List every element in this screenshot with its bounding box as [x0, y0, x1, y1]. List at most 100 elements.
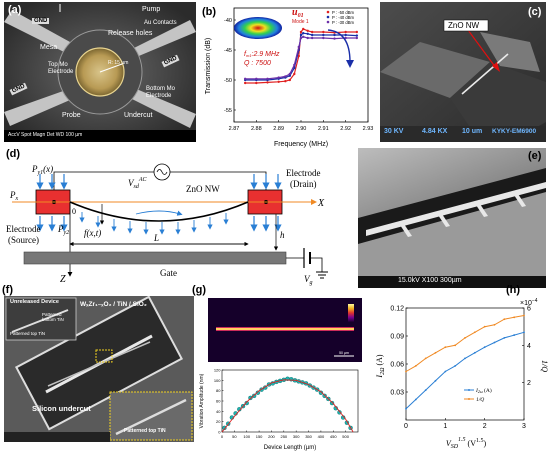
annotation-pump: Pump	[142, 6, 161, 13]
data-point	[293, 72, 296, 76]
x-tick-label: 0	[404, 423, 408, 430]
y-tick-label: 80	[216, 388, 221, 393]
data-point	[284, 75, 287, 78]
label-drain: (Drain)	[290, 179, 317, 189]
chart-b: 2.87 2.88 2.89 2.90 2.91 2.92 2.93 -40 -45 -50 -55…	[205, 7, 373, 148]
y-axis-label-right: 1/Q	[540, 360, 548, 372]
annotation-bottom-electrode: Bottom Mo Electrode	[146, 86, 176, 99]
inset-unreleased	[5, 297, 77, 341]
panel-d: Py1(x) VsdAC ZnO NW Electrode (Drain) Px…	[4, 148, 344, 288]
mode-shape-icon	[234, 17, 282, 39]
label-py1: Py1(x)	[31, 164, 53, 176]
label-py2: Py2	[57, 224, 69, 236]
data-point	[293, 63, 296, 67]
x-axis-label: VSD1.5 (V1.5)	[446, 437, 487, 450]
label-vg: Vg	[304, 274, 313, 286]
nanowire-curve	[69, 201, 249, 222]
sem-footer: AccV Spot Magn Det WD 100 µm	[8, 132, 83, 138]
data-point	[302, 32, 305, 35]
data-point	[289, 377, 294, 382]
data-point	[355, 34, 359, 37]
released-beam	[366, 182, 546, 236]
panel-label-e: (e)	[528, 150, 542, 162]
data-point	[473, 331, 476, 334]
data-point	[297, 54, 300, 58]
x-tick-label: 150	[256, 434, 263, 439]
svg-text:P : -50 dBm: P : -50 dBm	[332, 10, 355, 15]
data-point	[483, 346, 486, 349]
data-point	[302, 27, 305, 31]
label-electrode-drain: Electrode	[286, 168, 320, 178]
electrode-strip	[130, 20, 196, 58]
panel-label-a: (a)	[8, 4, 22, 16]
panel-label-f: (f)	[2, 284, 13, 296]
annotation-radius: R: 15 µm	[108, 60, 129, 66]
pad-structure	[380, 42, 490, 98]
data-point	[266, 77, 269, 81]
annotation-zno-nw: ZnO NW	[448, 21, 480, 30]
data-point	[255, 390, 261, 395]
panel-b: 2.87 2.88 2.89 2.90 2.91 2.92 2.93 -40 -45 -50 -55…	[200, 2, 375, 150]
inset-title: Unreleased Device	[10, 299, 59, 305]
x-axis-label: Device Length (µm)	[264, 445, 316, 451]
x-tick-label: 400	[318, 434, 325, 439]
annotation-probe: Probe	[62, 112, 81, 119]
data-point	[523, 331, 525, 334]
label-source: (Source)	[8, 235, 39, 245]
label-zero: 0	[72, 207, 76, 216]
panel-e: (e) 15.0kV X100 300µm	[358, 148, 546, 288]
y-tick-label: -45	[224, 48, 232, 54]
x-tick-label: 250	[280, 434, 287, 439]
data-point	[284, 80, 287, 83]
electrode-strip	[4, 90, 70, 126]
label-electrode-source: Electrode	[6, 224, 40, 234]
data-point	[288, 78, 292, 82]
y-tick-label: 0.09	[390, 334, 404, 341]
sem-footer-1: 30 KV	[384, 128, 404, 135]
panel-label-d: (d)	[6, 148, 21, 160]
label-length: L	[153, 233, 159, 243]
series-1	[405, 314, 525, 373]
label-h: h	[280, 230, 285, 240]
data-point	[405, 407, 407, 410]
y-tick-label: 0.03	[390, 390, 404, 397]
label-z-axis: Z	[60, 274, 66, 285]
sem-image-c	[380, 2, 546, 142]
exponent-label: ×10−4	[520, 298, 538, 307]
y-tick-label: 20	[216, 419, 221, 424]
inset-label-bottom: Patterned bottom TiN	[42, 312, 64, 322]
data-point	[329, 400, 335, 406]
svg-text:P : -40 dBm: P : -40 dBm	[332, 15, 355, 20]
data-point	[297, 45, 300, 49]
panel-label-b: (b)	[202, 6, 217, 18]
sem-image-e	[358, 148, 546, 288]
x-tick-label: 2.92	[340, 126, 351, 132]
label-px: Px	[9, 190, 19, 202]
data-point	[344, 30, 347, 34]
label-undercut: Silicon undercut	[32, 404, 91, 413]
data-point	[322, 36, 325, 40]
panel-label-g: (g)	[192, 284, 207, 296]
sem-footer-3: 10 um	[462, 128, 483, 135]
data-point	[222, 425, 227, 431]
data-point	[318, 390, 324, 395]
data-point	[444, 346, 447, 349]
fit-curve	[221, 379, 354, 433]
data-point	[266, 81, 269, 84]
data-point	[513, 316, 516, 319]
y-tick-label: 100	[214, 378, 221, 383]
mode-label: u01	[292, 7, 304, 19]
data-point	[493, 341, 496, 344]
y-tick-label: 40	[216, 409, 221, 414]
data-point	[434, 379, 437, 382]
data-point	[355, 36, 359, 40]
data-point	[302, 35, 305, 38]
gate-electrode	[23, 251, 287, 265]
data-point	[344, 33, 347, 37]
data-point	[405, 370, 407, 373]
arrow-head	[346, 60, 354, 68]
y-axis-label: Vibration Amplitude (nm)	[199, 373, 205, 428]
data-point	[277, 80, 280, 84]
annotation-release-holes: Release holes	[108, 30, 153, 37]
mode-name: Mode 1	[292, 19, 309, 25]
